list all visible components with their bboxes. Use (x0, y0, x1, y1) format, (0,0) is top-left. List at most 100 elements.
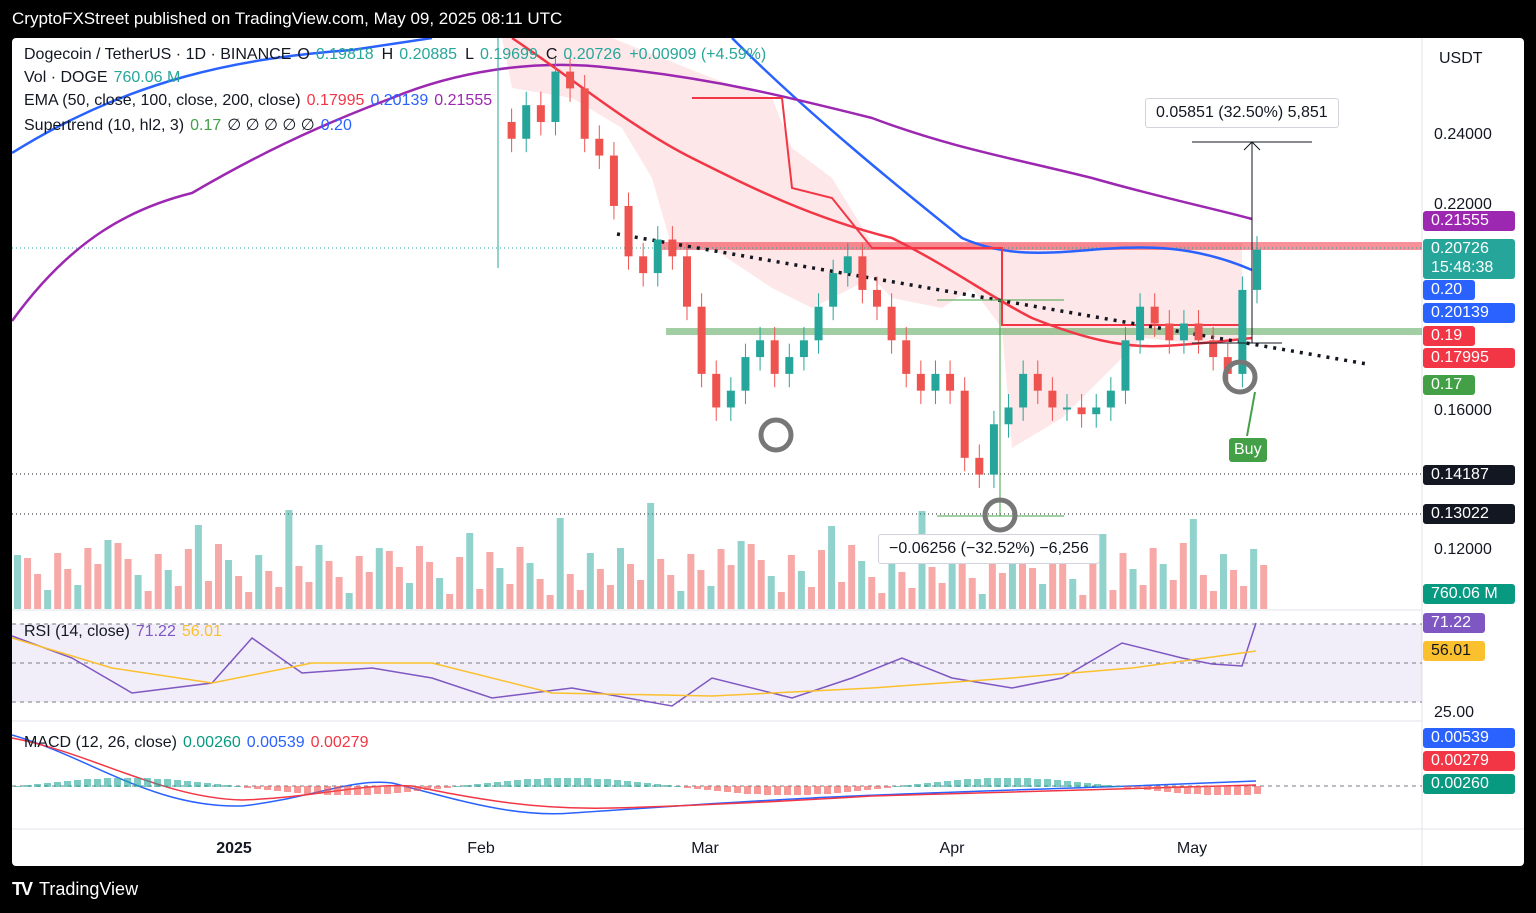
volume-bar (667, 575, 675, 609)
candle-body (522, 105, 531, 139)
legend-supertrend-row[interactable]: Supertrend (10, hl2, 3) 0.17 ∅ ∅ ∅ ∅ ∅ 0.20 (24, 115, 358, 135)
macd-histogram-bar (764, 786, 771, 795)
chart-canvas[interactable] (12, 38, 1524, 866)
volume-label: Vol · DOGE (24, 69, 108, 86)
volume-bar (828, 526, 836, 609)
volume-bar (245, 592, 253, 609)
footer-brand[interactable]: TradingView (39, 879, 139, 899)
volume-bar (566, 574, 574, 609)
candle-body (536, 105, 545, 122)
macd-histogram-bar (1034, 779, 1041, 787)
macd-histogram-bar (1104, 785, 1111, 787)
current-price: 0.20726 (1431, 240, 1489, 257)
current-price-tag: 0.20726 15:48:38 (1423, 239, 1515, 279)
volume-bar (1069, 579, 1077, 609)
volume-bar (536, 579, 544, 609)
rsi-tag: 71.22 (1423, 613, 1485, 633)
ema200-price-tag: 0.21555 (1423, 211, 1515, 231)
swing-low-circle-may (1222, 359, 1258, 395)
legend-volume-row[interactable]: Vol · DOGE 760.06 M (24, 69, 186, 87)
close-label: C (545, 46, 558, 63)
candle-body (902, 340, 911, 374)
macd-histogram-bar (1234, 786, 1241, 795)
macd-histogram-bar (664, 785, 671, 787)
volume-bar (576, 590, 584, 609)
volume-bar (717, 549, 725, 609)
candle-body (799, 340, 808, 358)
macd-histogram-bar (1014, 778, 1021, 787)
macd-hist-value: 0.00260 (182, 734, 241, 751)
candle-body (683, 256, 691, 307)
macd-histogram-bar (1204, 786, 1211, 795)
macd-histogram-bar (1224, 786, 1231, 795)
high-value: 0.20885 (399, 46, 458, 63)
volume-bar (928, 567, 936, 609)
macd-histogram-bar (644, 783, 651, 787)
volume-bar (204, 581, 212, 609)
legend-macd-row[interactable]: MACD (12, 26, close) 0.00260 0.00539 0.0027… (24, 734, 374, 752)
macd-histogram-bar (684, 786, 691, 788)
macd-histogram-bar (44, 783, 51, 787)
volume-bar (1179, 543, 1187, 609)
macd-histogram-bar (934, 782, 941, 787)
rsi-ma-tag: 56.01 (1423, 641, 1485, 661)
x-tick-feb: Feb (467, 840, 495, 857)
macd-histogram-bar (974, 779, 981, 787)
macd-histogram-bar (674, 786, 681, 787)
down-measure-callout[interactable]: −0.06256 (−32.52%) −6,256 (878, 534, 1100, 564)
chart-panel[interactable]: Dogecoin / TetherUS · 1D · BINANCE O 0.198… (12, 38, 1524, 866)
candle-body (1063, 407, 1071, 410)
macd-histogram-bar (724, 786, 731, 792)
macd-histogram-bar (744, 786, 751, 794)
volume-bar (295, 566, 303, 609)
volume-bar (1220, 554, 1227, 609)
macd-histogram-bar (944, 781, 951, 787)
macd-histogram-bar (154, 779, 161, 787)
candle-body (668, 239, 677, 257)
macd-histogram-bar (624, 781, 631, 787)
macd-histogram-bar (534, 779, 541, 787)
volume-bar (134, 575, 142, 609)
macd-histogram-bar (454, 786, 461, 787)
volume-bar (777, 592, 785, 609)
macd-histogram-bar (174, 780, 181, 787)
volume-bar (1089, 558, 1097, 609)
volume-bar (235, 576, 243, 609)
legend-rsi-row[interactable]: RSI (14, close) 71.22 56.01 (24, 623, 228, 641)
ema50-line (511, 38, 1253, 348)
macd-histogram-bar (844, 786, 851, 792)
close-value: 0.20726 (563, 46, 622, 63)
rsi-value: 71.22 (135, 623, 176, 640)
legend-symbol-row: Dogecoin / TetherUS · 1D · BINANCE O 0.198… (24, 46, 772, 64)
candle-body (1004, 407, 1013, 425)
x-tick-mar: Mar (691, 840, 719, 857)
macd-histogram-bar (1214, 786, 1221, 795)
volume-bar (677, 591, 685, 609)
macd-histogram-bar (1114, 786, 1121, 787)
volume-bar (1008, 549, 1016, 609)
macd-histogram-bar (14, 786, 21, 787)
y-tick-016: 0.16000 (1434, 402, 1492, 419)
volume-bar (617, 548, 624, 609)
up-measure-callout[interactable]: 0.05851 (32.50%) 5,851 (1145, 98, 1339, 128)
legend-ema-row[interactable]: EMA (50, close, 100, close, 200, close) 0… (24, 92, 498, 110)
volume-bar (335, 577, 343, 609)
ema-label: EMA (50, close, 100, close, 200, close) (24, 92, 301, 109)
currency-label[interactable]: USDT (1439, 50, 1483, 67)
volume-bar (375, 548, 383, 609)
volume-bar (14, 555, 21, 609)
candle-body (858, 256, 867, 290)
volume-bar (1119, 553, 1127, 609)
candle-body (653, 239, 662, 274)
tradingview-logo-icon[interactable]: TV (12, 879, 33, 899)
level-019-tag: 0.19 (1423, 326, 1475, 346)
candle-body (609, 155, 618, 206)
legend-symbol[interactable]: Dogecoin / TetherUS · 1D · BINANCE (24, 46, 292, 63)
volume-bar (596, 569, 604, 609)
volume-bar (1139, 585, 1147, 609)
volume-bar (1079, 595, 1087, 609)
macd-histogram-bar (1144, 786, 1151, 790)
candle-body (960, 390, 969, 458)
macd-histogram-bar (1124, 786, 1131, 788)
volume-bar (787, 555, 795, 609)
